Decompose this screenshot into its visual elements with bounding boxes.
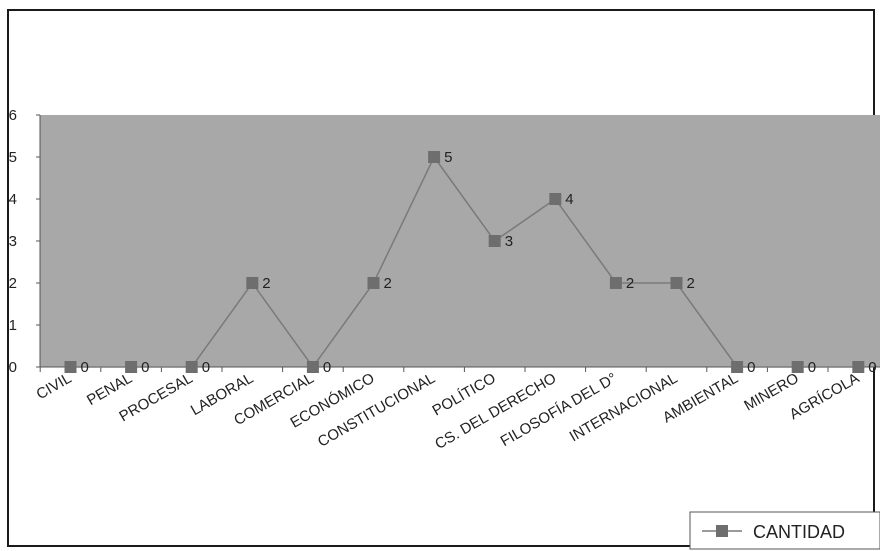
y-tick-label: 0: [9, 359, 17, 376]
x-tick-label: INTERNACIONAL: [567, 370, 681, 446]
data-point-marker: [488, 235, 501, 247]
legend-label: CANTIDAD: [753, 522, 845, 542]
y-tick-label: 2: [9, 275, 17, 292]
y-tick-label: 6: [9, 107, 17, 124]
x-axis-ticks: [39, 367, 829, 372]
data-point-marker: [731, 361, 744, 373]
data-point-marker: [428, 151, 441, 163]
y-tick-label: 3: [9, 233, 17, 250]
legend-marker-swatch: [716, 525, 728, 537]
data-point-marker: [185, 361, 198, 373]
data-label: 0: [868, 359, 876, 376]
data-point-marker: [609, 277, 622, 289]
y-axis-ticks: 0 1 2 3 4 5 6: [9, 107, 40, 376]
x-tick-label: CIVIL: [34, 370, 75, 403]
data-label: 0: [141, 359, 149, 376]
x-tick-label: CONSTITUCIONAL: [315, 370, 438, 451]
data-point-marker: [549, 193, 562, 205]
data-label: 3: [505, 233, 513, 250]
legend: CANTIDAD: [689, 511, 880, 550]
data-label: 5: [444, 149, 452, 166]
data-label: 2: [262, 275, 270, 292]
series-markers: [64, 151, 865, 373]
data-point-marker: [367, 277, 380, 289]
data-label: 2: [626, 275, 634, 292]
data-label: 0: [747, 359, 755, 376]
data-point-marker: [852, 361, 865, 373]
data-point-marker: [125, 361, 138, 373]
data-label: 0: [323, 359, 331, 376]
data-labels: 0 0 0 2 0 2 5 3 4 2 2 0 0 0: [81, 149, 877, 376]
x-tick-label: AGRÍCOLA: [787, 370, 863, 423]
data-point-marker: [306, 361, 319, 373]
data-label: 0: [808, 359, 816, 376]
data-label: 2: [687, 275, 695, 292]
data-point-marker: [64, 361, 77, 373]
data-label: 0: [202, 359, 210, 376]
y-tick-label: 1: [9, 317, 17, 334]
y-tick-label: 4: [9, 191, 17, 208]
series-lines: [70, 155, 859, 369]
data-point-marker: [670, 277, 683, 289]
data-label: 4: [565, 191, 573, 208]
data-point-marker: [791, 361, 804, 373]
data-label: 2: [384, 275, 392, 292]
x-axis-labels: CIVIL PENALPROCESALLABORALCOMERCIALECONÓM…: [34, 370, 863, 453]
data-label: 0: [81, 359, 89, 376]
plot-area: [40, 115, 880, 367]
data-point-marker: [246, 277, 259, 289]
y-tick-label: 5: [9, 149, 17, 166]
series-line-cantidad: [70, 155, 859, 369]
